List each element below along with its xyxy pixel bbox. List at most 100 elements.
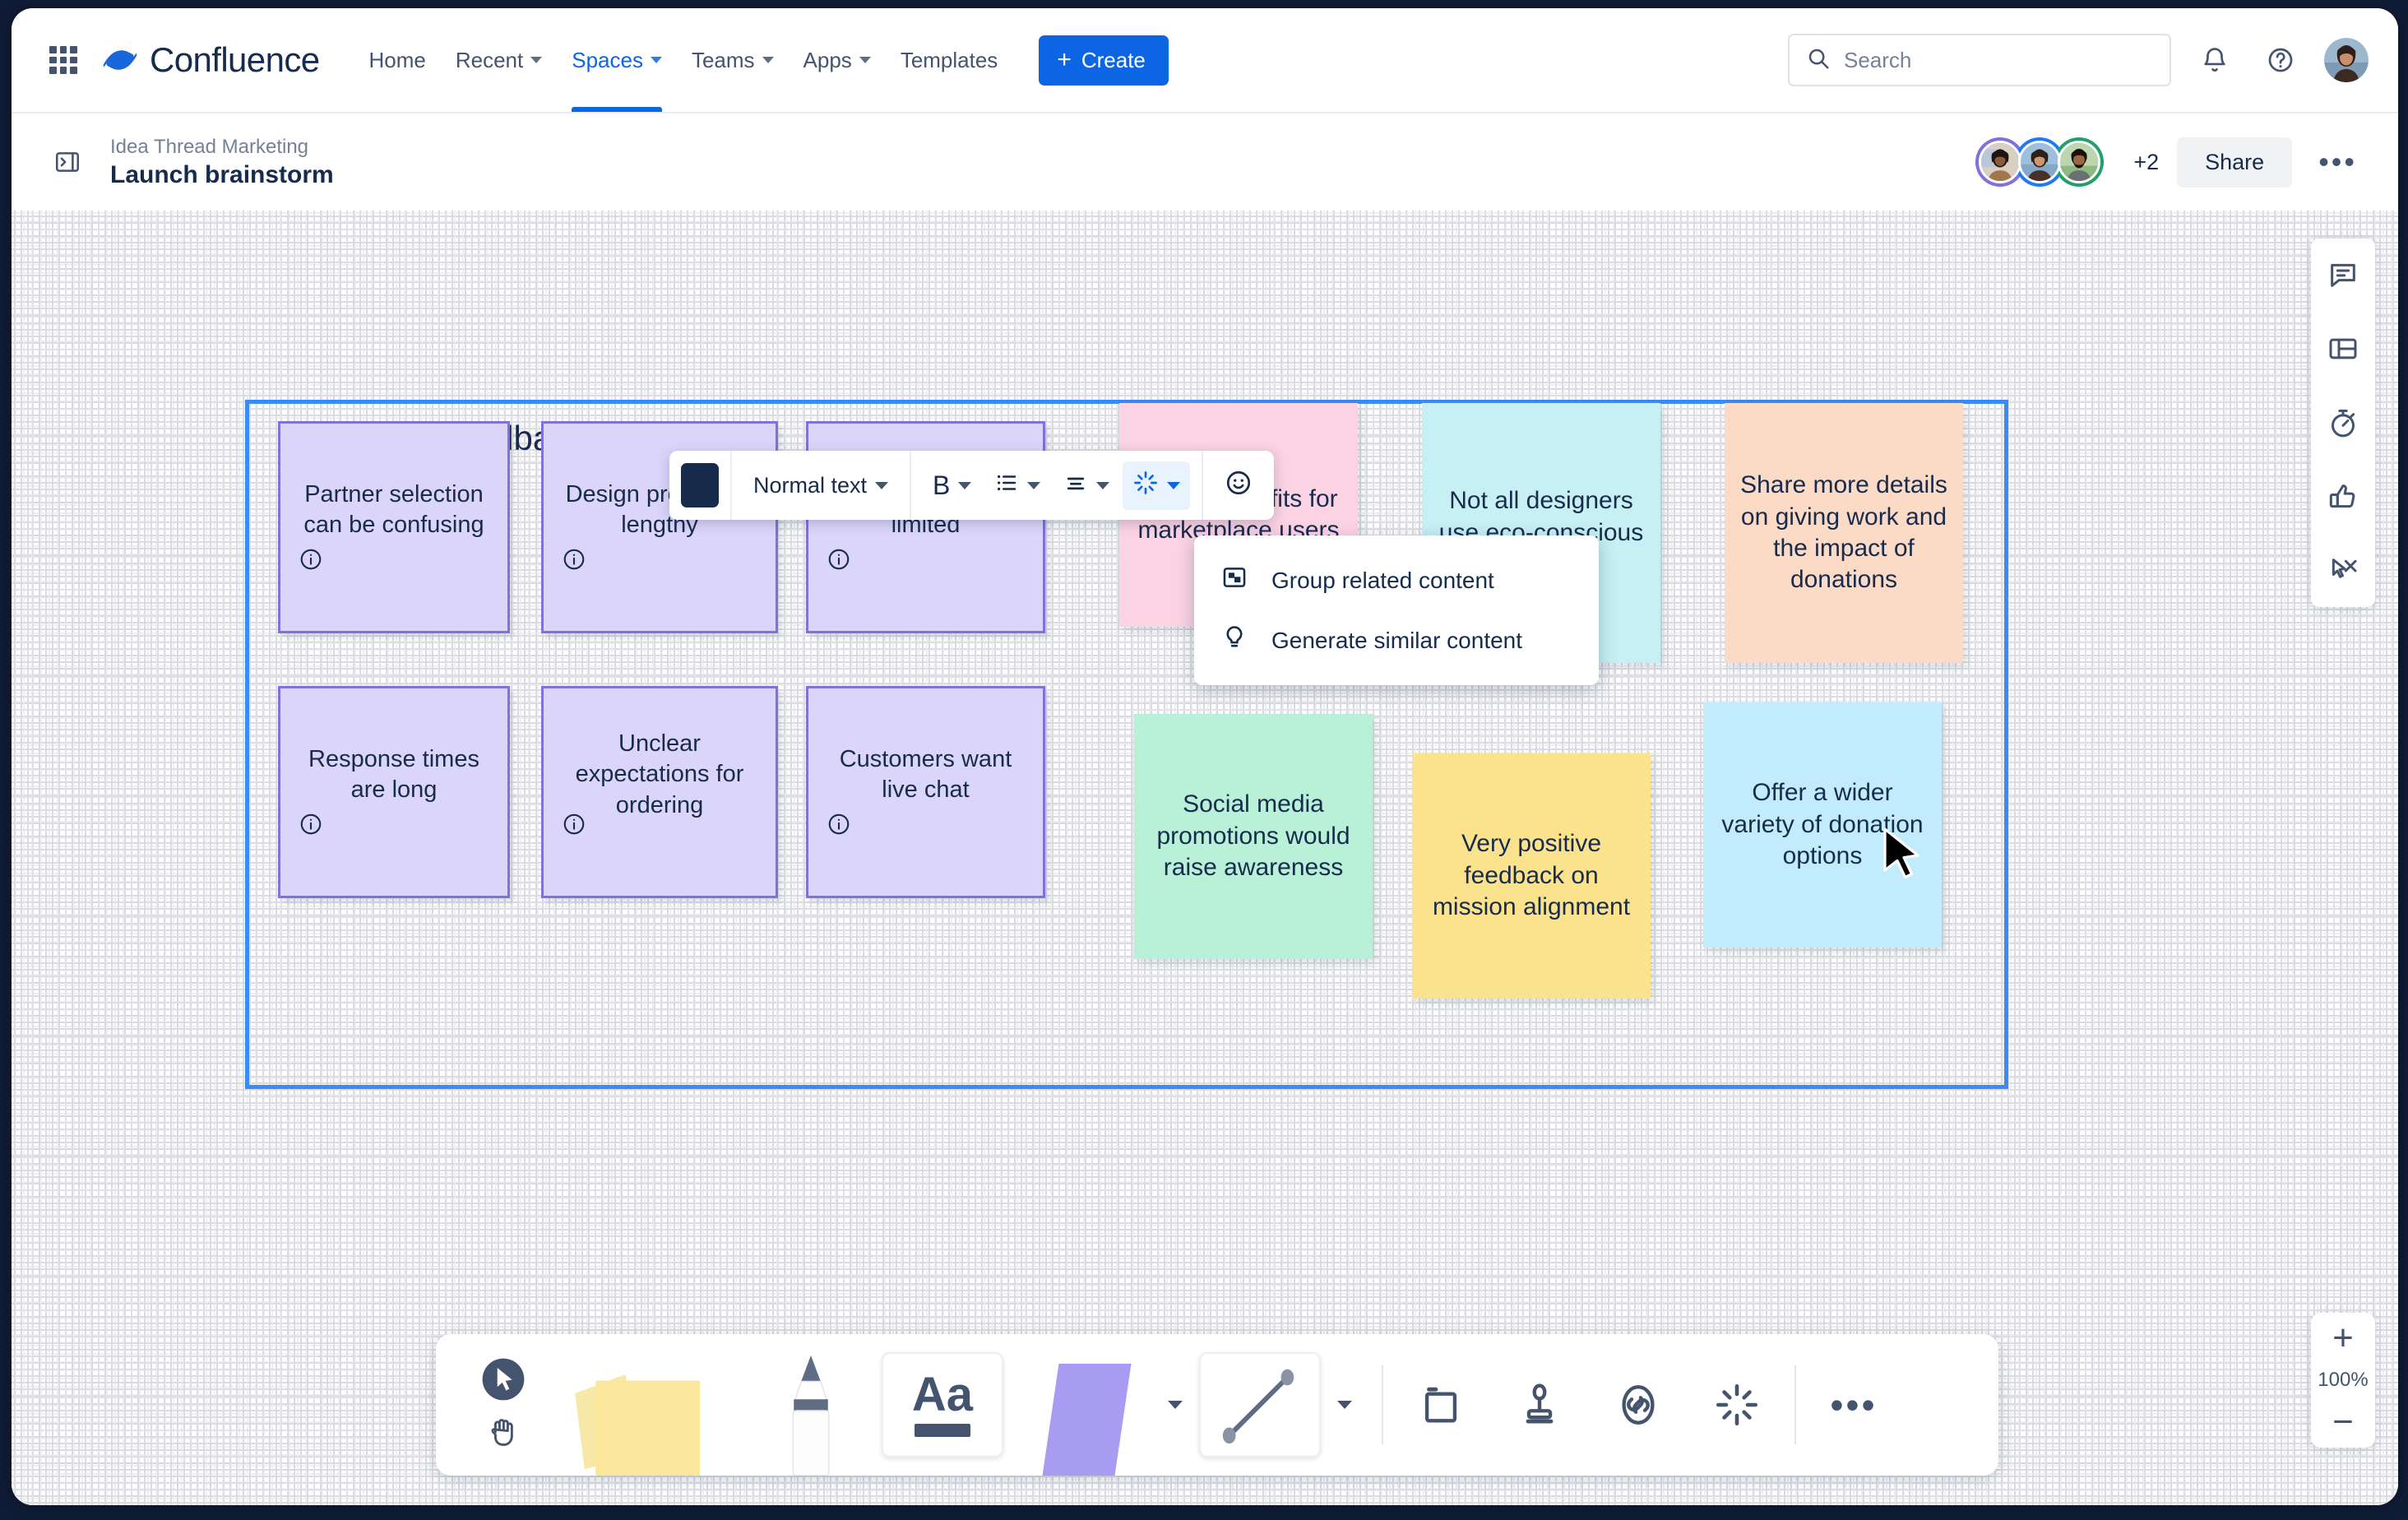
sticky-note[interactable]: Partner selection can be confusing — [278, 421, 510, 633]
atlassian-intelligence-sparkle-icon[interactable] — [1697, 1365, 1776, 1444]
avatar[interactable] — [2015, 137, 2065, 187]
browser-window: Confluence Home Recent Spaces Teams Apps — [12, 8, 2398, 1505]
panel-layout-icon[interactable] — [2318, 324, 2368, 373]
chevron-down-icon — [1027, 481, 1041, 489]
shape-tool[interactable] — [1016, 1334, 1156, 1476]
shape-chevron-down-icon[interactable] — [1168, 1401, 1183, 1409]
chevron-down-icon — [650, 57, 662, 63]
emoji-smiley-icon — [1225, 469, 1253, 503]
create-button[interactable]: + Create — [1039, 35, 1169, 86]
collaborator-avatars — [1975, 137, 2105, 187]
lightbulb-icon — [1220, 623, 1248, 657]
text-format-toolbar: Normal text B — [669, 451, 1275, 520]
app-name: Confluence — [150, 40, 320, 79]
bullet-list-icon — [994, 470, 1019, 501]
align-button[interactable] — [1054, 462, 1119, 509]
zoom-in-button[interactable]: + — [2332, 1318, 2354, 1358]
whiteboard-tools-toolbar: Aa — [436, 1334, 1998, 1476]
search-input[interactable]: Search — [1788, 34, 2171, 86]
emoji-section — [1202, 451, 1274, 520]
sticky-note[interactable]: Offer a wider variety of donation option… — [1703, 702, 1942, 948]
nav-item-apps[interactable]: Apps — [792, 8, 882, 112]
expand-sidebar-icon[interactable] — [49, 144, 86, 180]
chevron-down-icon — [762, 57, 774, 63]
emoji-button[interactable] — [1215, 461, 1262, 511]
sticky-note[interactable]: Share more details on giving work and th… — [1725, 403, 1963, 663]
link-icon[interactable] — [1599, 1365, 1678, 1444]
avatar[interactable] — [1975, 137, 2026, 187]
zoom-level[interactable]: 100% — [2318, 1369, 2369, 1391]
text-align-icon — [1063, 470, 1088, 501]
confluence-logo[interactable]: Confluence — [102, 40, 320, 80]
right-toolbar-rail — [2311, 239, 2375, 607]
ellipsis-icon[interactable]: ••• — [1830, 1383, 1878, 1426]
comment-icon[interactable] — [2318, 250, 2368, 299]
info-circle-icon[interactable] — [299, 547, 323, 580]
nav-item-recent[interactable]: Recent — [444, 8, 553, 112]
toolbar-divider — [1382, 1365, 1383, 1444]
timer-icon[interactable] — [2318, 398, 2368, 447]
sticky-note[interactable]: Very positive feedback on mission alignm… — [1412, 753, 1651, 999]
text-style-section: Normal text — [730, 451, 910, 520]
info-circle-icon[interactable] — [562, 812, 586, 845]
bold-button[interactable]: B — [923, 462, 981, 509]
cursor-hide-icon[interactable] — [2318, 546, 2368, 595]
global-navigation-bar: Confluence Home Recent Spaces Teams Apps — [12, 8, 2398, 114]
pen-tool[interactable] — [753, 1334, 868, 1476]
nav-item-templates[interactable]: Templates — [900, 47, 998, 72]
color-section — [669, 451, 730, 520]
text-color-swatch[interactable] — [681, 463, 719, 507]
nav-item-spaces[interactable]: Spaces — [560, 8, 674, 112]
extra-collaborators-count[interactable]: +2 — [2133, 149, 2160, 174]
info-circle-icon[interactable] — [827, 547, 851, 580]
text-aa-icon: Aa — [911, 1368, 974, 1421]
help-button[interactable] — [2258, 38, 2303, 82]
menu-item-group-related-content[interactable]: Group related content — [1194, 550, 1599, 610]
page-title[interactable]: Launch brainstorm — [110, 160, 334, 188]
page-titles: Idea Thread Marketing Launch brainstorm — [110, 136, 334, 189]
sticky-note-tool[interactable] — [548, 1334, 753, 1476]
whiteboard-canvas[interactable]: Customer feedback Partner selection can … — [12, 211, 2398, 1505]
notifications-button[interactable] — [2193, 38, 2237, 82]
nav-item-teams[interactable]: Teams — [680, 8, 785, 112]
group-content-icon — [1220, 563, 1248, 597]
cursor-arrow-icon[interactable] — [479, 1355, 527, 1407]
primary-nav-links: Home Recent Spaces Teams Apps Templates — [357, 8, 1009, 112]
share-button[interactable]: Share — [2177, 137, 2293, 188]
sticky-note[interactable]: Unclear expectations for ordering — [541, 686, 778, 898]
confluence-logo-icon — [102, 44, 138, 76]
zoom-controls: + 100% − — [2311, 1313, 2375, 1448]
ai-button[interactable] — [1123, 461, 1191, 510]
info-circle-icon[interactable] — [299, 812, 323, 845]
text-tool[interactable]: Aa — [868, 1334, 1016, 1476]
breadcrumb[interactable]: Idea Thread Marketing — [110, 135, 309, 158]
more-actions-button[interactable]: ••• — [2318, 145, 2357, 178]
menu-item-generate-similar-content[interactable]: Generate similar content — [1194, 610, 1599, 670]
chevron-down-icon — [1096, 481, 1110, 489]
nav-item-home[interactable]: Home — [368, 47, 426, 72]
line-tool[interactable] — [1194, 1334, 1326, 1476]
text-style-dropdown[interactable]: Normal text — [743, 465, 898, 507]
chevron-down-icon — [1167, 481, 1181, 489]
sticky-note[interactable]: Customers want live chat — [806, 686, 1045, 898]
hand-icon[interactable] — [484, 1412, 522, 1454]
stamp-icon[interactable] — [1500, 1365, 1579, 1444]
sticky-note[interactable]: Response times are long — [278, 686, 510, 898]
app-switcher-grid-icon[interactable] — [49, 46, 77, 74]
thumbs-up-icon[interactable] — [2318, 472, 2368, 521]
info-circle-icon[interactable] — [827, 812, 851, 845]
zoom-out-button[interactable]: − — [2332, 1402, 2354, 1442]
search-icon — [1806, 46, 1831, 75]
sticky-note[interactable]: Social media promotions would raise awar… — [1134, 714, 1373, 959]
atlassian-intelligence-sparkle-icon — [1132, 470, 1159, 502]
list-button[interactable] — [984, 462, 1050, 509]
chevron-down-icon — [859, 57, 871, 63]
frame-icon[interactable] — [1401, 1365, 1480, 1444]
line-chevron-down-icon[interactable] — [1337, 1401, 1352, 1409]
select-and-pan-tools — [459, 1355, 548, 1454]
profile-avatar[interactable] — [2324, 38, 2369, 82]
nav-right-cluster: Search — [1788, 34, 2369, 86]
avatar[interactable] — [2054, 137, 2105, 187]
info-circle-icon[interactable] — [562, 547, 586, 580]
